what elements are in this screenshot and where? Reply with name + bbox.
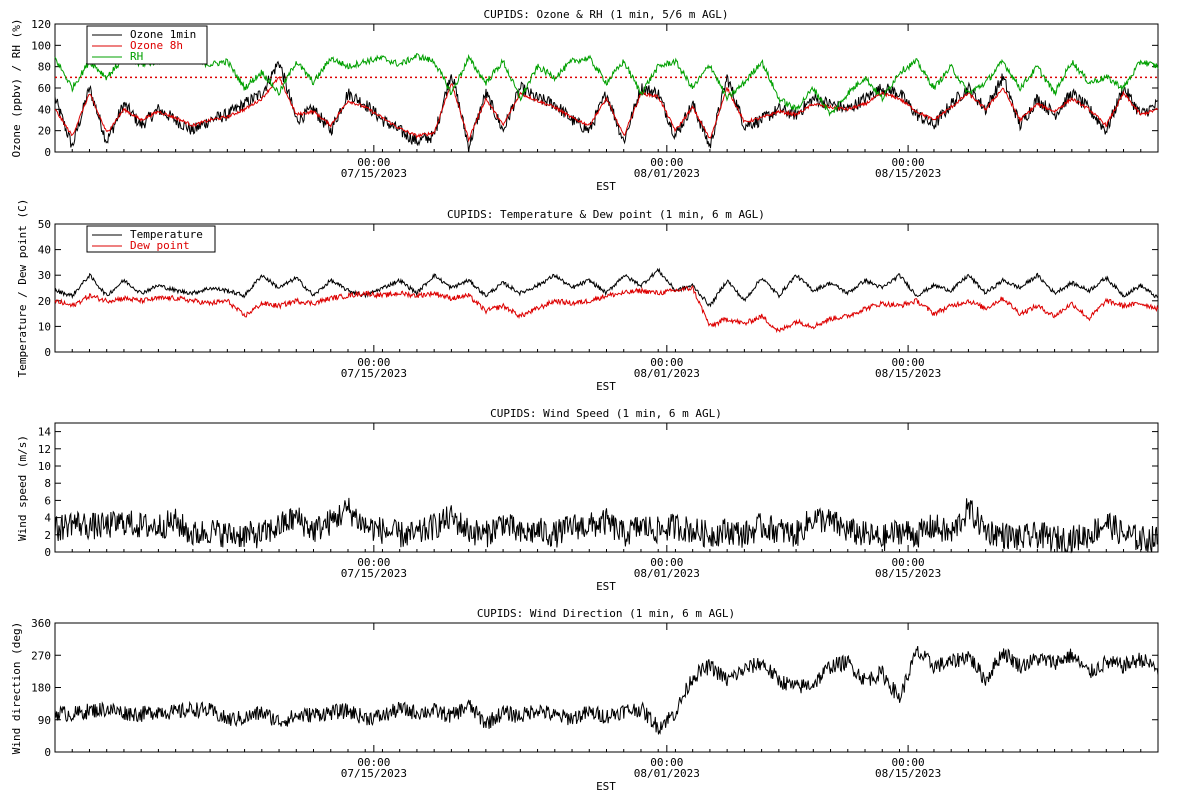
plot-frame	[54, 622, 1159, 753]
legend-label-temperature: Temperature	[130, 228, 203, 241]
x-axis-label: EST	[596, 180, 616, 193]
x-tick-label-date: 08/01/2023	[634, 167, 700, 180]
x-tick-label-date: 07/15/2023	[341, 167, 407, 180]
x-tick-label-date: 08/01/2023	[634, 567, 700, 580]
legend-label-rh: RH	[130, 50, 143, 63]
chart-title: CUPIDS: Temperature & Dew point (1 min, …	[447, 208, 765, 221]
y-tick-label: 120	[31, 18, 51, 31]
x-tick-label-time: 00:00	[357, 156, 390, 169]
y-tick-label: 80	[38, 61, 51, 74]
x-axis-label: EST	[596, 380, 616, 393]
y-tick-label: 180	[31, 682, 51, 695]
x-tick-label-time: 00:00	[650, 756, 683, 769]
x-tick-label-date: 08/15/2023	[875, 767, 941, 780]
y-tick-label: 6	[44, 494, 51, 507]
x-tick-label-date: 08/15/2023	[875, 567, 941, 580]
wind-speed-panel: CUPIDS: Wind Speed (1 min, 6 m AGL) Wind…	[16, 407, 1159, 593]
y-axis-label: Temperature / Dew point (C)	[16, 199, 29, 378]
y-tick-label: 10	[38, 460, 51, 473]
y-tick-label: 360	[31, 617, 51, 630]
temperature-dewpoint-panel: CUPIDS: Temperature & Dew point (1 min, …	[16, 199, 1159, 393]
y-tick-label: 2	[44, 529, 51, 542]
x-axis-label: EST	[596, 780, 616, 793]
series-line-dew-point	[54, 285, 1159, 334]
series-line-temperature	[54, 267, 1159, 308]
y-tick-label: 8	[44, 477, 51, 490]
y-axis-label: Ozone (ppbv) / RH (%)	[10, 18, 23, 157]
x-tick-label-time: 00:00	[357, 556, 390, 569]
series-line-series-0	[54, 497, 1159, 554]
chart-title: CUPIDS: Ozone & RH (1 min, 5/6 m AGL)	[483, 8, 728, 21]
y-tick-label: 14	[38, 426, 52, 439]
y-tick-label: 270	[31, 649, 51, 662]
y-tick-label: 30	[38, 269, 51, 282]
y-tick-label: 20	[38, 295, 51, 308]
y-axis-label: Wind direction (deg)	[10, 622, 23, 754]
x-tick-label-date: 08/15/2023	[875, 167, 941, 180]
legend: Ozone 1min Ozone 8h RH	[86, 25, 208, 65]
y-axis-label: Wind speed (m/s)	[16, 435, 29, 541]
x-tick-label-time: 00:00	[892, 156, 925, 169]
x-tick-label-date: 08/01/2023	[634, 767, 700, 780]
legend-label-dew-point: Dew point	[130, 239, 190, 252]
series-line-ozone-8h	[54, 76, 1159, 143]
legend-label-ozone-8h: Ozone 8h	[130, 39, 183, 52]
y-tick-label: 0	[44, 346, 51, 359]
y-tick-label: 40	[38, 103, 51, 116]
x-tick-label-date: 07/15/2023	[341, 767, 407, 780]
y-tick-label: 40	[38, 244, 51, 257]
y-tick-label: 100	[31, 39, 51, 52]
legend-label-ozone-1min: Ozone 1min	[130, 28, 196, 41]
y-tick-label: 10	[38, 320, 51, 333]
x-tick-label-time: 00:00	[650, 356, 683, 369]
x-tick-label-date: 08/15/2023	[875, 367, 941, 380]
plot-frame	[54, 23, 1159, 153]
x-axis-label: EST	[596, 580, 616, 593]
y-tick-label: 0	[44, 746, 51, 759]
y-tick-label: 12	[38, 443, 51, 456]
x-tick-label-time: 00:00	[650, 156, 683, 169]
y-tick-label: 60	[38, 82, 51, 95]
x-tick-label-time: 00:00	[650, 556, 683, 569]
wind-direction-panel: CUPIDS: Wind Direction (1 min, 6 m AGL) …	[10, 607, 1159, 793]
x-tick-label-date: 07/15/2023	[341, 567, 407, 580]
legend: Temperature Dew point	[86, 225, 216, 253]
series-line-rh	[54, 53, 1159, 117]
x-tick-label-time: 00:00	[892, 556, 925, 569]
y-tick-label: 0	[44, 146, 51, 159]
x-tick-label-date: 08/01/2023	[634, 367, 700, 380]
y-tick-label: 50	[38, 218, 51, 231]
x-tick-label-time: 00:00	[892, 756, 925, 769]
x-tick-label-time: 00:00	[892, 356, 925, 369]
y-tick-label: 4	[44, 512, 51, 525]
series-line-series-0	[54, 645, 1159, 735]
y-tick-label: 90	[38, 714, 51, 727]
y-tick-label: 0	[44, 546, 51, 559]
chart-title: CUPIDS: Wind Direction (1 min, 6 m AGL)	[477, 607, 735, 620]
chart-title: CUPIDS: Wind Speed (1 min, 6 m AGL)	[490, 407, 722, 420]
y-tick-label: 20	[38, 125, 51, 138]
ozone-rh-panel: CUPIDS: Ozone & RH (1 min, 5/6 m AGL) Oz…	[10, 8, 1159, 193]
x-tick-label-time: 00:00	[357, 356, 390, 369]
x-tick-label-time: 00:00	[357, 756, 390, 769]
x-tick-label-date: 07/15/2023	[341, 367, 407, 380]
